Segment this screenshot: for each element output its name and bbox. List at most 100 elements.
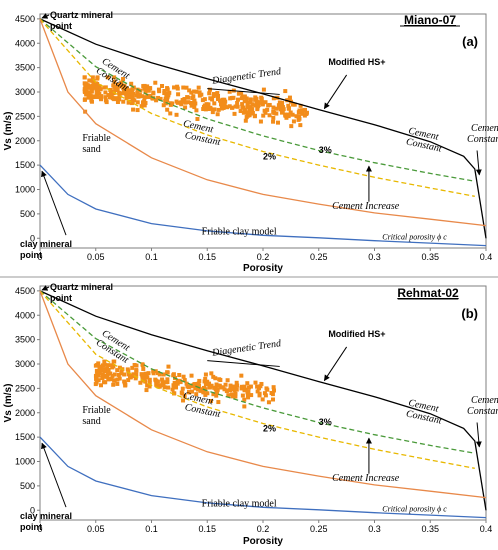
scatter-point — [263, 393, 268, 398]
scatter-point — [112, 75, 117, 80]
annotation-friable-clay: Friable clay model — [202, 498, 277, 509]
scatter-point — [218, 377, 223, 382]
annotation-cement-increase: Cement Increase — [332, 473, 400, 484]
y-tick-label: 500 — [20, 481, 35, 491]
scatter-point — [210, 110, 215, 115]
scatter-point — [121, 99, 126, 104]
scatter-point — [147, 377, 152, 382]
scatter-point — [228, 386, 233, 391]
scatter-point — [300, 111, 305, 116]
scatter-point — [197, 378, 202, 383]
scatter-point — [117, 97, 122, 102]
scatter-point — [287, 95, 292, 100]
scatter-point — [234, 387, 239, 392]
scatter-point — [117, 90, 122, 95]
scatter-point — [100, 373, 105, 378]
scatter-point — [202, 103, 207, 108]
scatter-point — [160, 377, 165, 382]
scatter-point — [225, 105, 230, 110]
scatter-point — [244, 115, 249, 120]
scatter-point — [260, 102, 265, 107]
scatter-point — [181, 85, 186, 90]
series-line-4 — [39, 18, 487, 227]
x-tick-label: 0.4 — [480, 252, 493, 262]
y-tick-label: 1500 — [15, 432, 35, 442]
x-tick-label: 0.25 — [310, 524, 328, 534]
scatter-point — [253, 95, 258, 100]
scatter-point — [291, 119, 296, 124]
scatter-point — [283, 113, 288, 118]
scatter-point — [288, 110, 293, 115]
scatter-point — [292, 102, 297, 107]
scatter-point — [161, 103, 166, 108]
scatter-point — [247, 107, 252, 112]
scatter-point — [250, 110, 255, 115]
scatter-point — [294, 114, 299, 119]
scatter-point — [216, 400, 221, 405]
scatter-point — [108, 88, 113, 93]
scatter-point — [245, 381, 250, 386]
scatter-point — [227, 89, 232, 94]
scatter-point — [287, 97, 292, 102]
scatter-point — [165, 370, 170, 375]
scatter-point — [245, 393, 250, 398]
scatter-point — [119, 80, 124, 85]
scatter-point — [249, 393, 254, 398]
annotation-cement-constant-right: CementConstant — [405, 398, 445, 427]
scatter-point — [114, 96, 119, 101]
scatter-point — [239, 91, 244, 96]
scatter-point — [228, 383, 233, 388]
series-line-4 — [39, 290, 487, 499]
scatter-point — [141, 84, 146, 89]
scatter-point — [180, 391, 185, 396]
scatter-point — [189, 103, 194, 108]
scatter-point — [248, 384, 253, 389]
scatter-point — [296, 114, 301, 119]
scatter-point — [233, 104, 238, 109]
scatter-point — [263, 110, 268, 115]
scatter-point — [279, 110, 284, 115]
scatter-point — [151, 369, 156, 374]
scatter-point — [189, 90, 194, 95]
panel-label: (a) — [462, 34, 478, 49]
scatter-point — [109, 92, 114, 97]
scatter-point — [183, 105, 188, 110]
scatter-point — [253, 103, 258, 108]
scatter-point — [274, 111, 279, 116]
scatter-point — [184, 85, 189, 90]
scatter-point — [242, 397, 247, 402]
scatter-point — [168, 111, 173, 116]
scatter-point — [194, 383, 199, 388]
x-tick-label: 0 — [37, 252, 42, 262]
scatter-point — [111, 364, 116, 369]
scatter-point — [164, 380, 169, 385]
scatter-point — [184, 381, 189, 386]
scatter-point — [179, 100, 184, 105]
scatter-point — [296, 117, 301, 122]
scatter-point — [112, 97, 117, 102]
scatter-point — [90, 94, 95, 99]
scatter-point — [231, 386, 236, 391]
scatter-point — [194, 89, 199, 94]
scatter-point — [229, 392, 234, 397]
scatter-point — [94, 84, 99, 89]
scatter-point — [153, 80, 158, 85]
scatter-point — [142, 86, 147, 91]
scatter-point — [265, 107, 270, 112]
x-tick-label: 0.4 — [480, 524, 493, 534]
scatter-point — [95, 90, 100, 95]
scatter-point — [182, 97, 187, 102]
scatter-point — [111, 359, 116, 364]
scatter-point — [242, 99, 247, 104]
panel-label: (b) — [461, 306, 478, 321]
scatter-point — [255, 106, 260, 111]
scatter-point — [290, 112, 295, 117]
arrow — [41, 285, 50, 291]
scatter-point — [286, 106, 291, 111]
scatter-point — [227, 104, 232, 109]
scatter-point — [163, 101, 168, 106]
scatter-points — [82, 75, 309, 129]
scatter-point — [108, 371, 113, 376]
scatter-point — [243, 387, 248, 392]
scatter-point — [115, 377, 120, 382]
